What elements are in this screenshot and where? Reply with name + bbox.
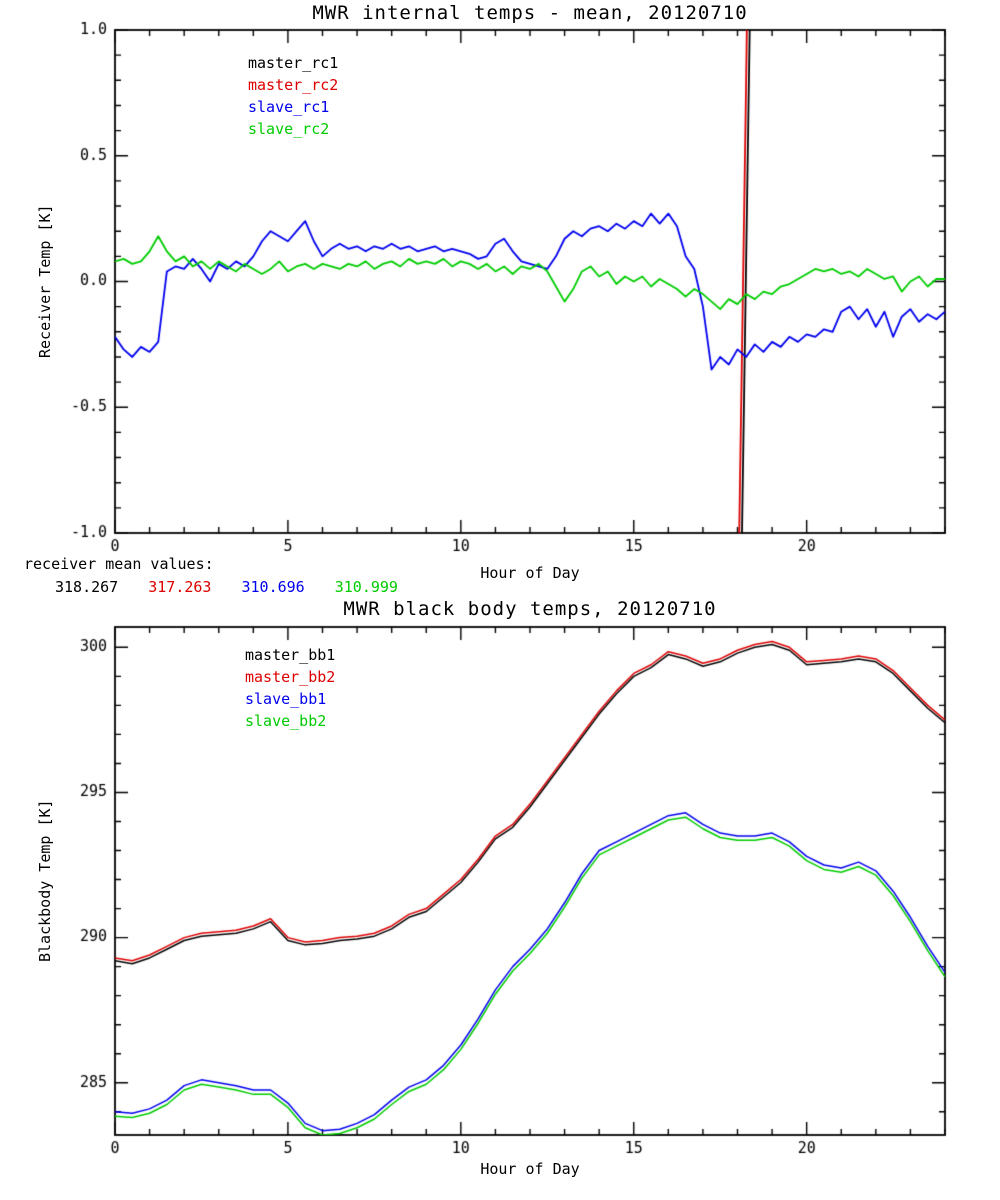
chart2-legend: master_bb1 master_bb2 slave_bb1 slave_bb…	[245, 644, 335, 732]
legend-item-master-rc2: master_rc2	[248, 76, 339, 94]
legend-item-slave-rc2: slave_rc2	[248, 120, 330, 138]
legend-item-master-bb2: master_bb2	[245, 668, 336, 686]
receiver-mean-slave-rc2: 310.999	[334, 578, 398, 596]
legend-item-master-rc1: master_rc1	[248, 54, 339, 72]
receiver-means-values: 318.267 317.263 310.696 310.999	[55, 578, 419, 596]
chart2-ylabel: Blackbody Temp [K]	[36, 799, 54, 962]
chart1-title: MWR internal temps - mean, 20120710	[312, 2, 748, 24]
chart2-title: MWR black body temps, 20120710	[343, 598, 717, 620]
chart1-ylabel: Receiver Temp [K]	[36, 204, 54, 358]
receiver-mean-slave-rc1: 310.696	[241, 578, 305, 596]
chart1-xlabel: Hour of Day	[480, 564, 580, 582]
legend-item-slave-rc1: slave_rc1	[248, 98, 330, 116]
legend-item-master-bb1: master_bb1	[245, 646, 336, 664]
chart1-legend: master_rc1 master_rc2 slave_rc1 slave_rc…	[248, 52, 338, 140]
legend-item-slave-bb1: slave_bb1	[245, 690, 327, 708]
receiver-mean-master-rc2: 317.263	[148, 578, 212, 596]
receiver-mean-master-rc1: 318.267	[55, 578, 119, 596]
chart2-xlabel: Hour of Day	[480, 1160, 580, 1178]
legend-item-slave-bb2: slave_bb2	[245, 712, 327, 730]
receiver-means-label: receiver mean values:	[24, 555, 214, 573]
